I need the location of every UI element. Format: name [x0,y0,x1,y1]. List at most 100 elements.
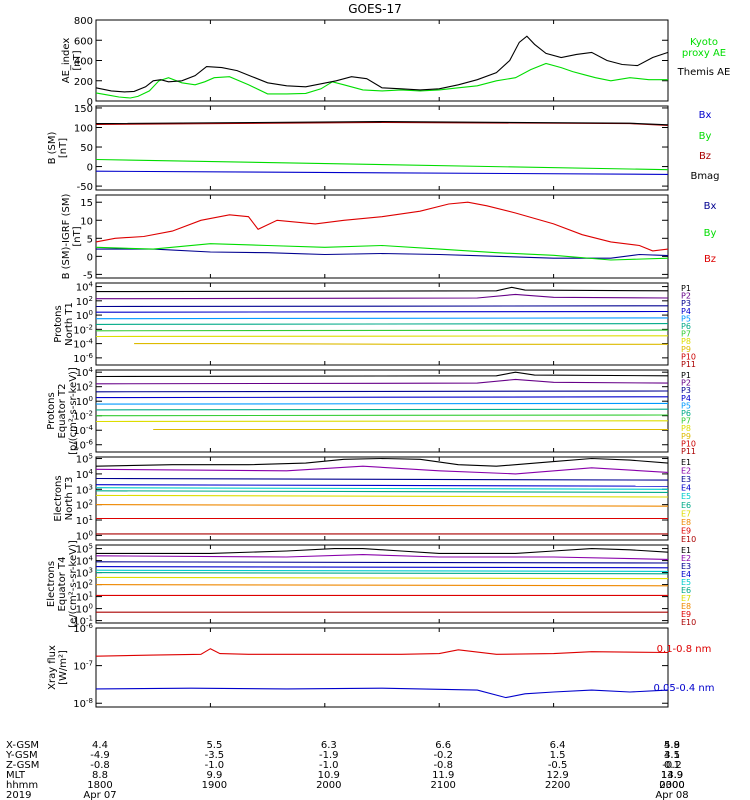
x-tick-label: 2100 [430,780,455,791]
panel-3: -5 0 5 10 15 B (SM)-IGRF (SM) [nT] Bx By Bz [61,194,716,282]
series-line-0-05-0-4-nm [95,687,669,699]
x-tick-label: 5.8 [664,740,680,751]
series-line-by [95,158,669,171]
x-row-label: Y-GSM [5,750,38,761]
panel-frame [95,194,669,279]
series-line-e2 [95,465,669,475]
legend-label: E7 [681,509,691,518]
x-tick-label: 13.9 [661,770,683,781]
x-tick-label: 9.9 [206,770,222,781]
y-tick-label: 102 [76,295,93,308]
panel-frame [95,105,669,191]
x-tick-label: -0.2 [662,760,682,771]
x-row-label: Z-GSM [6,760,39,771]
legend-label: P9 [681,345,691,354]
x-tick-label: 0000 [659,780,684,791]
series-line-bmag [95,121,669,126]
legend-label: P8 [681,337,691,346]
panel-frame [95,456,669,541]
legend-label: P8 [681,424,691,433]
legend-label: Bz [704,254,716,265]
y-axis-label: [e/(cm²-s-sr-keV)] [68,540,79,628]
y-tick-label: 400 [74,57,93,68]
series-line-p6 [95,408,669,411]
y-tick-label: 10-7 [73,660,93,673]
x-tick-label: 10.9 [318,770,340,781]
legend-label: E8 [681,518,691,527]
legend-label: E2 [681,554,691,563]
series-line-p6 [95,323,669,325]
legend-label: E10 [681,535,696,544]
legend-label: P3 [681,299,691,308]
x-tick-label: 14.9 [661,770,683,781]
x-tick-label: -0.8 [433,760,453,771]
y-axis-label: Electrons [53,475,64,521]
series-line-e3 [95,477,669,481]
y-axis-label: Equator T4 [57,557,68,612]
series-line-e5 [95,569,669,572]
legend-label: P7 [681,330,691,339]
legend-label: Bmag [690,171,719,182]
series-line-p3 [95,390,669,393]
legend-label: E10 [681,618,696,627]
y-tick-label: 100 [76,309,93,322]
y-axis-label: B (SM) [47,131,58,164]
series-line-e1 [96,548,669,554]
legend-label: By [704,228,717,239]
legend-label: P10 [681,352,696,361]
time-axis-labels: X-GSMY-GSMZ-GSMMLThhmm20194.4-4.9-0.88.8… [5,740,689,800]
x-tick-label: 11.9 [432,770,454,781]
x-tick-label: -4.9 [90,750,110,761]
panel-frame [95,544,669,624]
x-tick-label: 0.1 [664,760,680,771]
x-row-label: hhmm [6,780,38,791]
x-tick-label: -3.5 [205,750,225,761]
series-line-p1 [95,286,669,293]
y-axis-label: Protons [46,392,57,429]
series-line-e3 [95,561,669,564]
y-tick-label: 0 [87,97,93,108]
series-line-e7 [95,494,669,498]
legend-label: P1 [681,371,691,380]
y-tick-label: 600 [74,36,93,47]
legend-label: E3 [681,562,691,571]
y-tick-label: 0 [87,252,93,263]
panel-frame [95,19,669,102]
series-line-p8 [95,335,669,338]
legend-label: Kyoto [690,37,718,48]
y-tick-label: 5 [87,234,93,245]
series-line-e7 [95,576,669,580]
series-line-e8 [95,504,669,507]
x-tick-label: -1.0 [205,760,225,771]
y-axis-label: [nT] [58,138,69,158]
y-tick-label: -50 [77,182,93,193]
legend-label: proxy AE [682,48,726,59]
x-tick-label: -1.0 [319,760,339,771]
legend-label: P5 [681,401,691,410]
series-line-p7 [95,329,669,332]
series-line-themis-ae [95,35,669,93]
series-line-e2 [95,554,669,560]
y-tick-label: 800 [74,16,93,27]
series-line-p5 [95,317,669,320]
legend-label: 0.1-0.8 nm [657,644,712,655]
y-tick-label: 10-2 [73,323,93,336]
y-tick-label: 105 [76,453,93,466]
series-line-p2 [95,293,669,300]
x-tick-label: -0.2 [433,750,453,761]
y-tick-label: 150 [74,104,93,115]
y-tick-label: 10-8 [73,697,93,710]
x-tick-label: 2300 [659,780,684,791]
series-line-e4 [95,484,669,487]
y-axis-label: Electrons [46,561,57,607]
series-line-e4 [95,566,669,569]
panel-frame [95,627,669,708]
x-tick-label: -0.5 [548,760,568,771]
y-axis-label: B (SM)-IGRF (SM) [61,194,72,280]
legend-label: E8 [681,602,691,611]
legend-label: E6 [681,501,691,510]
y-tick-label: 10-4 [73,338,93,351]
